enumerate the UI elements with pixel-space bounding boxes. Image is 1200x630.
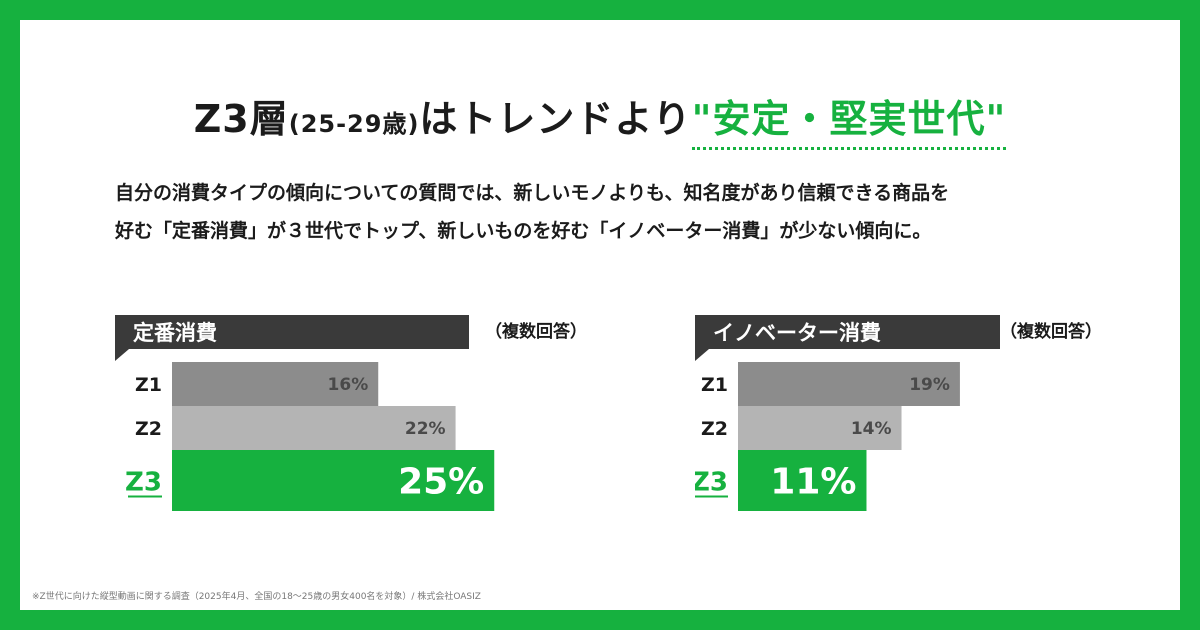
headline: Z3層(25-29歳)はトレンドより"安定・堅実世代": [0, 88, 1200, 150]
lead-line-1: 自分の消費タイプの傾向についての質問では、新しいモノよりも、知名度があり信頼でき…: [115, 182, 950, 204]
bar-z3: [738, 450, 867, 511]
chart-panel-standard: 定番消費 （複数回答） Z1 16% Z2 22% Z3 25%: [115, 315, 615, 515]
chart-title-innovator: イノベーター消費: [695, 315, 1000, 361]
chart-title-standard: 定番消費: [115, 315, 469, 361]
headline-age: (25-29歳): [288, 110, 420, 138]
chart-note-innovator: （複数回答）: [1000, 322, 1102, 342]
bar-z3: [172, 450, 495, 511]
value-label-z3: 25%: [398, 462, 484, 503]
chart-panel-innovator: イノベーター消費 （複数回答） Z1 19% Z2 14% Z3 11%: [695, 315, 1165, 515]
headline-main: Z3層: [193, 97, 289, 141]
bar-z1: [172, 362, 379, 406]
category-label-z2: Z2: [701, 418, 728, 440]
headline-middle: はトレンドより: [419, 97, 692, 141]
headline-accent: "安定・堅実世代": [691, 97, 1007, 150]
category-label-z2: Z2: [135, 418, 162, 440]
value-label-z1: 16%: [328, 375, 369, 395]
chart-note-standard: （複数回答）: [485, 322, 587, 342]
bar-z1: [738, 362, 960, 406]
value-label-z3: 11%: [770, 462, 856, 503]
lead-line-2: 好む「定番消費」が３世代でトップ、新しいものを好む「イノベーター消費」が少ない傾…: [115, 220, 932, 242]
footnote: ※Z世代に向けた縦型動画に関する調査（2025年4月、全国の18～25歳の男女4…: [32, 592, 481, 602]
category-label-z1: Z1: [135, 374, 162, 396]
lead-text: 自分の消費タイプの傾向についての質問では、新しいモノよりも、知名度があり信頼でき…: [115, 174, 1155, 250]
bar-z2: [738, 406, 902, 450]
bar-chart-innovator: Z1 19% Z2 14% Z3 11%: [695, 362, 960, 511]
category-label-z1: Z1: [701, 374, 728, 396]
value-label-z2: 14%: [851, 419, 892, 439]
bar-z2: [172, 406, 456, 450]
bar-chart-standard: Z1 16% Z2 22% Z3 25%: [125, 362, 495, 511]
value-label-z2: 22%: [405, 419, 446, 439]
category-label-z3: Z3: [125, 468, 162, 498]
value-label-z1: 19%: [909, 375, 950, 395]
category-label-z3: Z3: [695, 468, 728, 498]
